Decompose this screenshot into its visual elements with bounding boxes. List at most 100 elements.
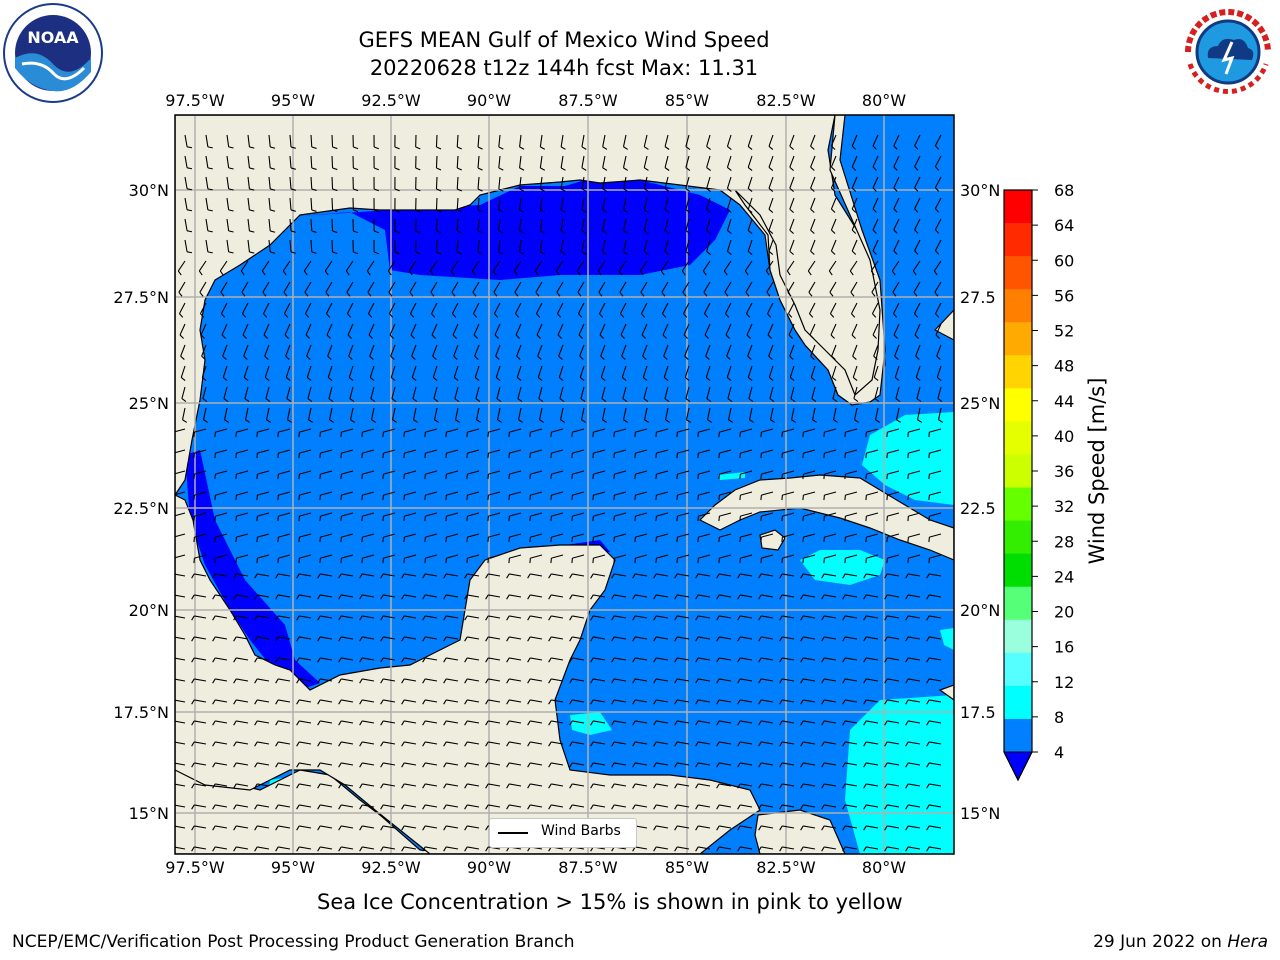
- wind-barb: [476, 407, 480, 420]
- wind-barb-feather: [235, 558, 237, 564]
- wind-barb-feather: [359, 804, 363, 810]
- wind-barb-feather: [177, 270, 182, 276]
- wind-barb: [929, 678, 942, 682]
- wind-barb-feather: [361, 516, 363, 522]
- wind-barb: [404, 678, 417, 682]
- lon-label-top: 80°W: [862, 91, 906, 110]
- wind-barb-feather: [905, 804, 909, 810]
- wind-barb: [929, 615, 942, 619]
- wind-barb-feather: [727, 251, 732, 255]
- wind-barb: [278, 825, 291, 829]
- wind-barb-feather: [317, 699, 321, 705]
- wind-barb-feather: [445, 537, 447, 543]
- wind-barb: [257, 573, 270, 577]
- wind-barb: [618, 260, 627, 272]
- wind-barb-feather: [767, 334, 772, 339]
- wind-barb: [602, 155, 606, 168]
- colorbar-tick-label: 56: [1054, 286, 1074, 305]
- wind-barb: [866, 554, 879, 559]
- wind-barb-feather: [338, 573, 342, 579]
- wind-barb: [934, 197, 942, 209]
- wind-barb: [850, 302, 858, 314]
- wind-barb: [539, 239, 543, 252]
- wind-barb-feather: [450, 270, 455, 276]
- wind-barb: [257, 846, 270, 850]
- wind-barb-feather: [590, 615, 594, 621]
- wind-barb: [768, 134, 774, 147]
- wind-barb: [341, 720, 354, 724]
- wind-barb: [184, 218, 188, 231]
- wind-barb-feather: [739, 516, 741, 522]
- wind-barb-feather: [884, 804, 888, 810]
- wind-barb-feather: [262, 291, 267, 297]
- wind-barb: [677, 699, 690, 703]
- wind-barb-feather: [275, 699, 279, 705]
- wind-barb-feather: [220, 291, 225, 297]
- wind-barb-feather: [718, 558, 720, 564]
- wind-barb-feather: [464, 741, 468, 747]
- wind-barb: [845, 554, 858, 559]
- wind-barb: [768, 176, 774, 189]
- wind-barb-feather: [324, 270, 329, 276]
- wind-barb-feather: [338, 804, 342, 810]
- colorbar-tick-label: 4: [1054, 743, 1064, 762]
- wind-barb-feather: [519, 209, 525, 213]
- wind-barb-feather: [200, 334, 205, 339]
- wind-barb-feather: [716, 636, 720, 642]
- wind-barb: [698, 720, 711, 724]
- wind-barb-feather: [800, 846, 804, 852]
- wind-barb: [580, 386, 585, 399]
- wind-barb-feather: [422, 636, 426, 642]
- wind-barb: [703, 281, 711, 293]
- wind-barb-feather: [884, 594, 888, 600]
- wind-barb-feather: [664, 209, 670, 213]
- wind-barb-feather: [464, 699, 468, 705]
- wind-barb: [642, 344, 648, 357]
- wind-barb-feather: [214, 516, 216, 522]
- wind-barb: [724, 281, 732, 293]
- wind-barb-feather: [601, 398, 607, 402]
- wind-barb: [558, 365, 564, 378]
- wind-barb: [262, 302, 270, 314]
- wind-barb-feather: [613, 453, 615, 459]
- wind-barb-feather: [296, 636, 300, 642]
- wind-barb-feather: [485, 615, 489, 621]
- wind-barb: [467, 573, 480, 577]
- wind-barb-feather: [681, 270, 686, 276]
- wind-barb: [908, 636, 921, 640]
- wind-barb: [456, 218, 459, 232]
- wind-barb-feather: [380, 573, 384, 579]
- wind-barb-feather: [747, 208, 753, 213]
- wind-barb-feather: [242, 313, 247, 318]
- wind-barb: [686, 407, 690, 420]
- wind-barb-feather: [277, 495, 279, 501]
- wind-barb: [367, 281, 375, 293]
- wind-barb: [289, 134, 292, 148]
- wind-barb: [477, 239, 480, 253]
- wind-barb: [362, 573, 375, 577]
- wind-barb: [866, 825, 879, 829]
- wind-barb: [852, 344, 858, 357]
- wind-barb: [887, 846, 900, 850]
- wind-barb: [639, 260, 648, 272]
- wind-barb-feather: [634, 558, 636, 564]
- wind-barb-feather: [422, 699, 426, 705]
- wind-barb-feather: [380, 783, 384, 789]
- wind-barb-feather: [779, 573, 783, 579]
- wind-barb-feather: [346, 291, 351, 297]
- wind-barb-feather: [388, 291, 393, 297]
- wind-barb: [331, 155, 334, 169]
- wind-barb: [719, 783, 732, 787]
- wind-barb: [278, 491, 291, 496]
- wind-barb: [369, 344, 375, 357]
- wind-barb: [747, 155, 753, 168]
- wind-barb: [719, 512, 732, 517]
- wind-barb: [619, 302, 627, 314]
- wind-barb: [467, 825, 480, 829]
- wind-barb-feather: [264, 376, 270, 381]
- wind-barb-feather: [905, 657, 909, 663]
- wind-barb: [488, 533, 501, 538]
- wind-barb-feather: [443, 741, 447, 747]
- lat-label-left: 17.5°N: [113, 703, 169, 722]
- wind-barb: [257, 594, 270, 598]
